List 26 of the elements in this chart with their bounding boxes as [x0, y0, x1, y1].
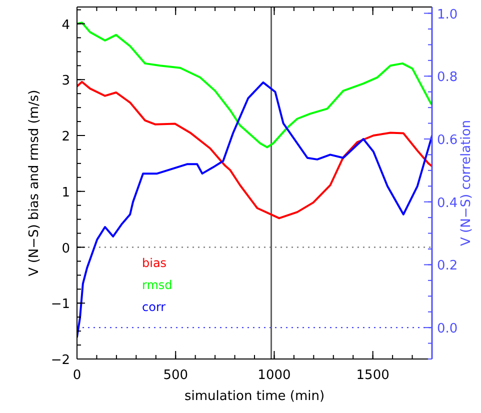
y-axis-title: V (N−S) bias and rmsd (m/s) — [27, 90, 42, 276]
y2-tick-label: 0.6 — [437, 133, 458, 148]
y2-tick-label: 1.0 — [437, 7, 458, 22]
y-tick-label: 0 — [62, 241, 70, 256]
y2-tick-label: 0.0 — [437, 322, 458, 337]
x-tick-label: 1000 — [258, 368, 291, 383]
text: bias — [142, 256, 167, 270]
y2-tick-label: 0.8 — [437, 70, 458, 86]
text: rmsd — [142, 278, 172, 292]
line-series — [77, 80, 432, 220]
y-tick-label: 1 — [62, 185, 70, 200]
y2-tick-label: 0.2 — [437, 258, 458, 274]
x-tick-label: 500 — [163, 368, 188, 383]
y-tick-label: 2 — [62, 130, 70, 145]
text: corr — [142, 300, 166, 314]
y2-axis-title: V (N−S) correlation — [459, 120, 474, 246]
x-tick-label: 1500 — [356, 368, 390, 383]
y2-tick-label: 0.4 — [437, 196, 458, 211]
line-series — [77, 81, 432, 338]
y-tick-label: −2 — [50, 353, 70, 368]
y-tick-label: 3 — [62, 74, 70, 89]
y-tick-label: 4 — [62, 18, 70, 33]
x-axis-title: simulation time (min) — [184, 389, 325, 404]
x-tick-label: 0 — [72, 368, 82, 383]
line-series — [77, 22, 432, 148]
y-tick-label: −1 — [50, 297, 70, 312]
